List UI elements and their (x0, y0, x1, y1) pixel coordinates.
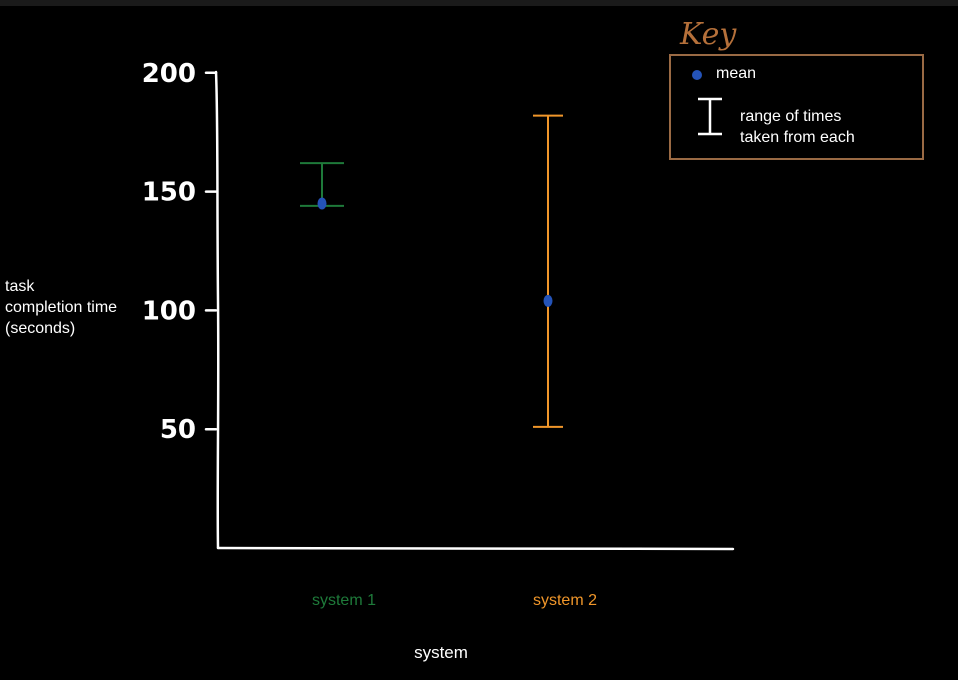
y-tick-label: 200 (142, 59, 196, 89)
y-tick-label: 100 (142, 296, 196, 326)
x-axis-line (216, 546, 735, 551)
x-category-label: system 1 (312, 592, 376, 609)
legend-box (669, 54, 924, 160)
legend-range-label: range of times taken from each (740, 108, 855, 146)
legend-range-label-line2: taken from each (740, 129, 855, 146)
mean-point (543, 294, 553, 307)
y-ticks: 50 100 150 200 (142, 59, 218, 445)
y-tick-label: 50 (160, 415, 196, 445)
legend-range-label-line1: range of times (740, 108, 841, 125)
top-strip (0, 0, 958, 6)
legend-mean-label: mean (716, 65, 756, 82)
legend: Key mean range of times taken from each (669, 17, 924, 160)
y-tick-label: 150 (142, 178, 196, 208)
y-axis-label-line: completion time (5, 299, 117, 316)
data-marks (300, 114, 563, 428)
x-category-label: system 2 (533, 592, 597, 609)
legend-mean-marker (692, 70, 702, 80)
mean-point (317, 197, 327, 210)
x-axis-label: system (414, 643, 468, 662)
x-category-labels: system 1 system 2 (312, 592, 597, 609)
legend-title: Key (679, 17, 737, 52)
axes (214, 70, 735, 551)
legend-range-marker (698, 97, 722, 136)
y-axis-line (214, 70, 220, 550)
y-axis-label: task completion time (seconds) (5, 278, 117, 337)
y-axis-label-line: (seconds) (5, 320, 75, 337)
y-axis-label-line: task (5, 278, 35, 295)
